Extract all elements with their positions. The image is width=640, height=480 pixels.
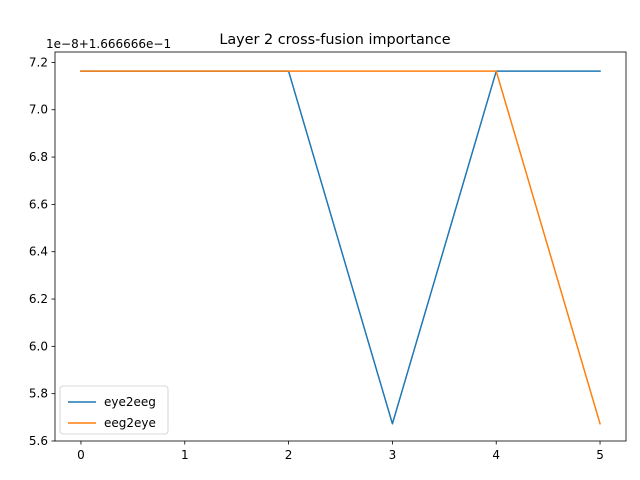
y-tick-label: 7.0: [29, 103, 48, 117]
y-tick-label: 6.2: [29, 292, 48, 306]
x-tick-label: 0: [77, 448, 85, 462]
x-tick-label: 1: [181, 448, 189, 462]
y-tick-label: 5.6: [29, 434, 48, 448]
legend: eye2eeg eeg2eye: [59, 385, 169, 435]
y-tick-label: 6.8: [29, 150, 48, 164]
x-tick-label: 2: [285, 448, 293, 462]
axes-frame: [54, 51, 627, 442]
legend-box: [59, 385, 169, 435]
x-tick-label: 4: [492, 448, 500, 462]
y-tick-label: 6.6: [29, 197, 48, 211]
y-tick-label: 7.2: [29, 55, 48, 69]
y-axis-offset-label: 1e−8+1.666666e−1: [46, 37, 171, 51]
x-tick-label: 3: [389, 448, 397, 462]
series-line-eeg2eye: [80, 70, 601, 425]
y-tick-label: 5.8: [29, 387, 48, 401]
legend-entry-eye2eeg: eye2eeg: [104, 395, 156, 409]
y-tick-label: 6.4: [29, 245, 48, 259]
legend-entry-eeg2eye: eeg2eye: [104, 416, 156, 430]
y-tick-label: 6.0: [29, 339, 48, 353]
chart-title: Layer 2 cross-fusion importance: [219, 32, 450, 48]
plot-area: 0 1 2 3 4 5 5.6 5.8 6.0 6.2 6.4 6.6 6.8 7.0 7.2: [29, 51, 627, 462]
x-tick-label: 5: [596, 448, 604, 462]
